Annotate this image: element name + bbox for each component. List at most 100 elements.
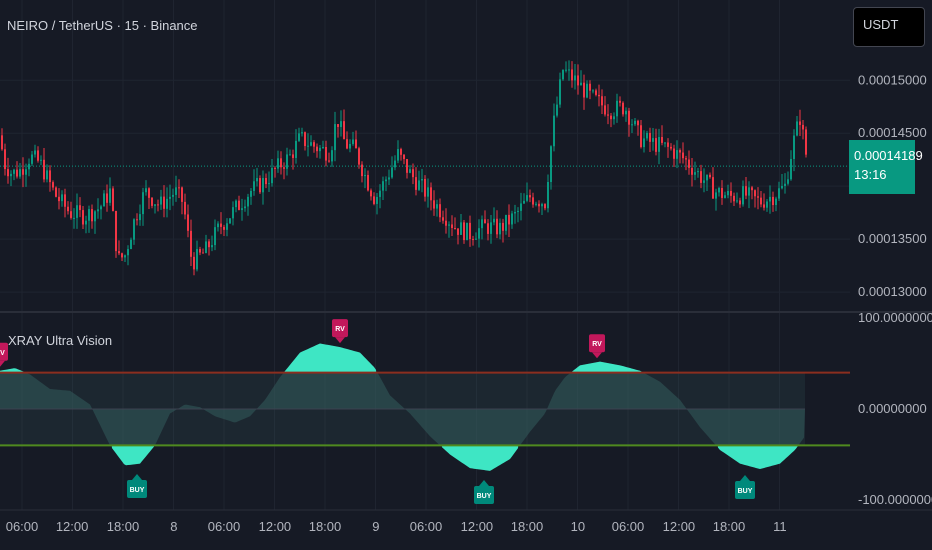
candle-body [205, 241, 207, 253]
extreme-zone-fill [112, 445, 154, 466]
candle-body [634, 120, 636, 125]
time-axis-label: 12:00 [56, 519, 89, 534]
rv-label-pointer [592, 352, 602, 359]
candle-body [76, 205, 78, 218]
candle-body [337, 124, 339, 127]
candle-body [49, 170, 51, 183]
candle-body [142, 192, 144, 215]
candle-body [673, 148, 675, 159]
candle-body [430, 187, 432, 201]
candle-body [253, 181, 255, 191]
candle-body [433, 200, 435, 209]
candle-body [490, 222, 492, 234]
last-price-value: 0.00014189 [854, 148, 923, 163]
candle-body [448, 224, 450, 226]
candle-body [691, 167, 693, 175]
candle-body [367, 174, 369, 191]
candle-body [616, 100, 618, 117]
candle-body [610, 115, 612, 120]
candle-body [640, 125, 642, 148]
candle-body [166, 198, 168, 209]
candle-body [28, 163, 30, 170]
candle-body [226, 223, 228, 230]
last-price-tag: 0.00014189 13:16 [849, 140, 923, 194]
buy-label-text: BUY [738, 488, 753, 495]
candle-body [463, 222, 465, 241]
candle-body [706, 174, 708, 181]
price-axis-label: 0.00014500 [858, 125, 927, 140]
candle-body [322, 146, 324, 148]
candle-body [31, 154, 33, 164]
candle-body [487, 223, 489, 234]
candle-body [13, 169, 15, 174]
candle-body [334, 124, 336, 151]
candle-body [658, 137, 660, 152]
candle-body [163, 196, 165, 209]
candle-body [532, 197, 534, 205]
candle-body [754, 190, 756, 197]
time-axis-label: 06:00 [612, 519, 645, 534]
candle-body [25, 169, 27, 175]
candle-body [505, 214, 507, 231]
candle-body [286, 154, 288, 169]
candle-body [475, 238, 477, 240]
rv-signal-label: RV [589, 334, 605, 359]
candle-body [757, 196, 759, 198]
candle-body [682, 152, 684, 159]
candle-body [499, 222, 501, 235]
candle-body [154, 204, 156, 206]
candle-body [316, 146, 318, 152]
candle-body [271, 167, 273, 184]
time-axis-label: 12:00 [259, 519, 292, 534]
time-axis-label: 10 [571, 519, 585, 534]
candle-body [283, 167, 285, 169]
candle-body [412, 169, 414, 178]
candle-body [343, 121, 345, 140]
candle-body [781, 185, 783, 189]
rv-label-text: RV [335, 326, 345, 333]
candle-body [79, 205, 81, 211]
time-axis-label: 06:00 [6, 519, 39, 534]
candle-body [769, 196, 771, 202]
candle-body [256, 178, 258, 182]
candle-body [379, 190, 381, 197]
candle-body [94, 211, 96, 222]
time-axis-label: 12:00 [663, 519, 696, 534]
candle-body [145, 188, 147, 193]
time-axis-label: 9 [372, 519, 379, 534]
candle-body [562, 69, 564, 80]
candle-body [439, 204, 441, 218]
candle-body [418, 180, 420, 190]
candle-body [625, 110, 627, 115]
candle-body [88, 209, 90, 221]
candle-body [193, 256, 195, 270]
candle-body [73, 217, 75, 219]
candle-body [799, 121, 801, 125]
candle-body [358, 148, 360, 165]
extreme-zone-fill [284, 343, 376, 373]
candle-body [370, 190, 372, 197]
candle-body [388, 177, 390, 180]
candle-body [583, 82, 585, 98]
candle-body [445, 220, 447, 226]
candle-body [223, 226, 225, 230]
candle-body [157, 204, 159, 206]
buy-signal-label: BUY [474, 480, 494, 505]
candle-body [415, 177, 417, 190]
candle-body [391, 167, 393, 178]
currency-button[interactable]: USDT [853, 7, 925, 47]
candle-body [511, 213, 513, 225]
candle-body [568, 69, 570, 71]
candle-body [1, 135, 3, 150]
candle-body [655, 138, 657, 152]
candle-body [244, 206, 246, 209]
candle-body [268, 183, 270, 185]
candle-body [46, 170, 48, 180]
candle-body [169, 196, 171, 199]
candle-body [727, 190, 729, 196]
candle-body [646, 132, 648, 139]
candle-body [676, 150, 678, 159]
candle-body [424, 178, 426, 197]
